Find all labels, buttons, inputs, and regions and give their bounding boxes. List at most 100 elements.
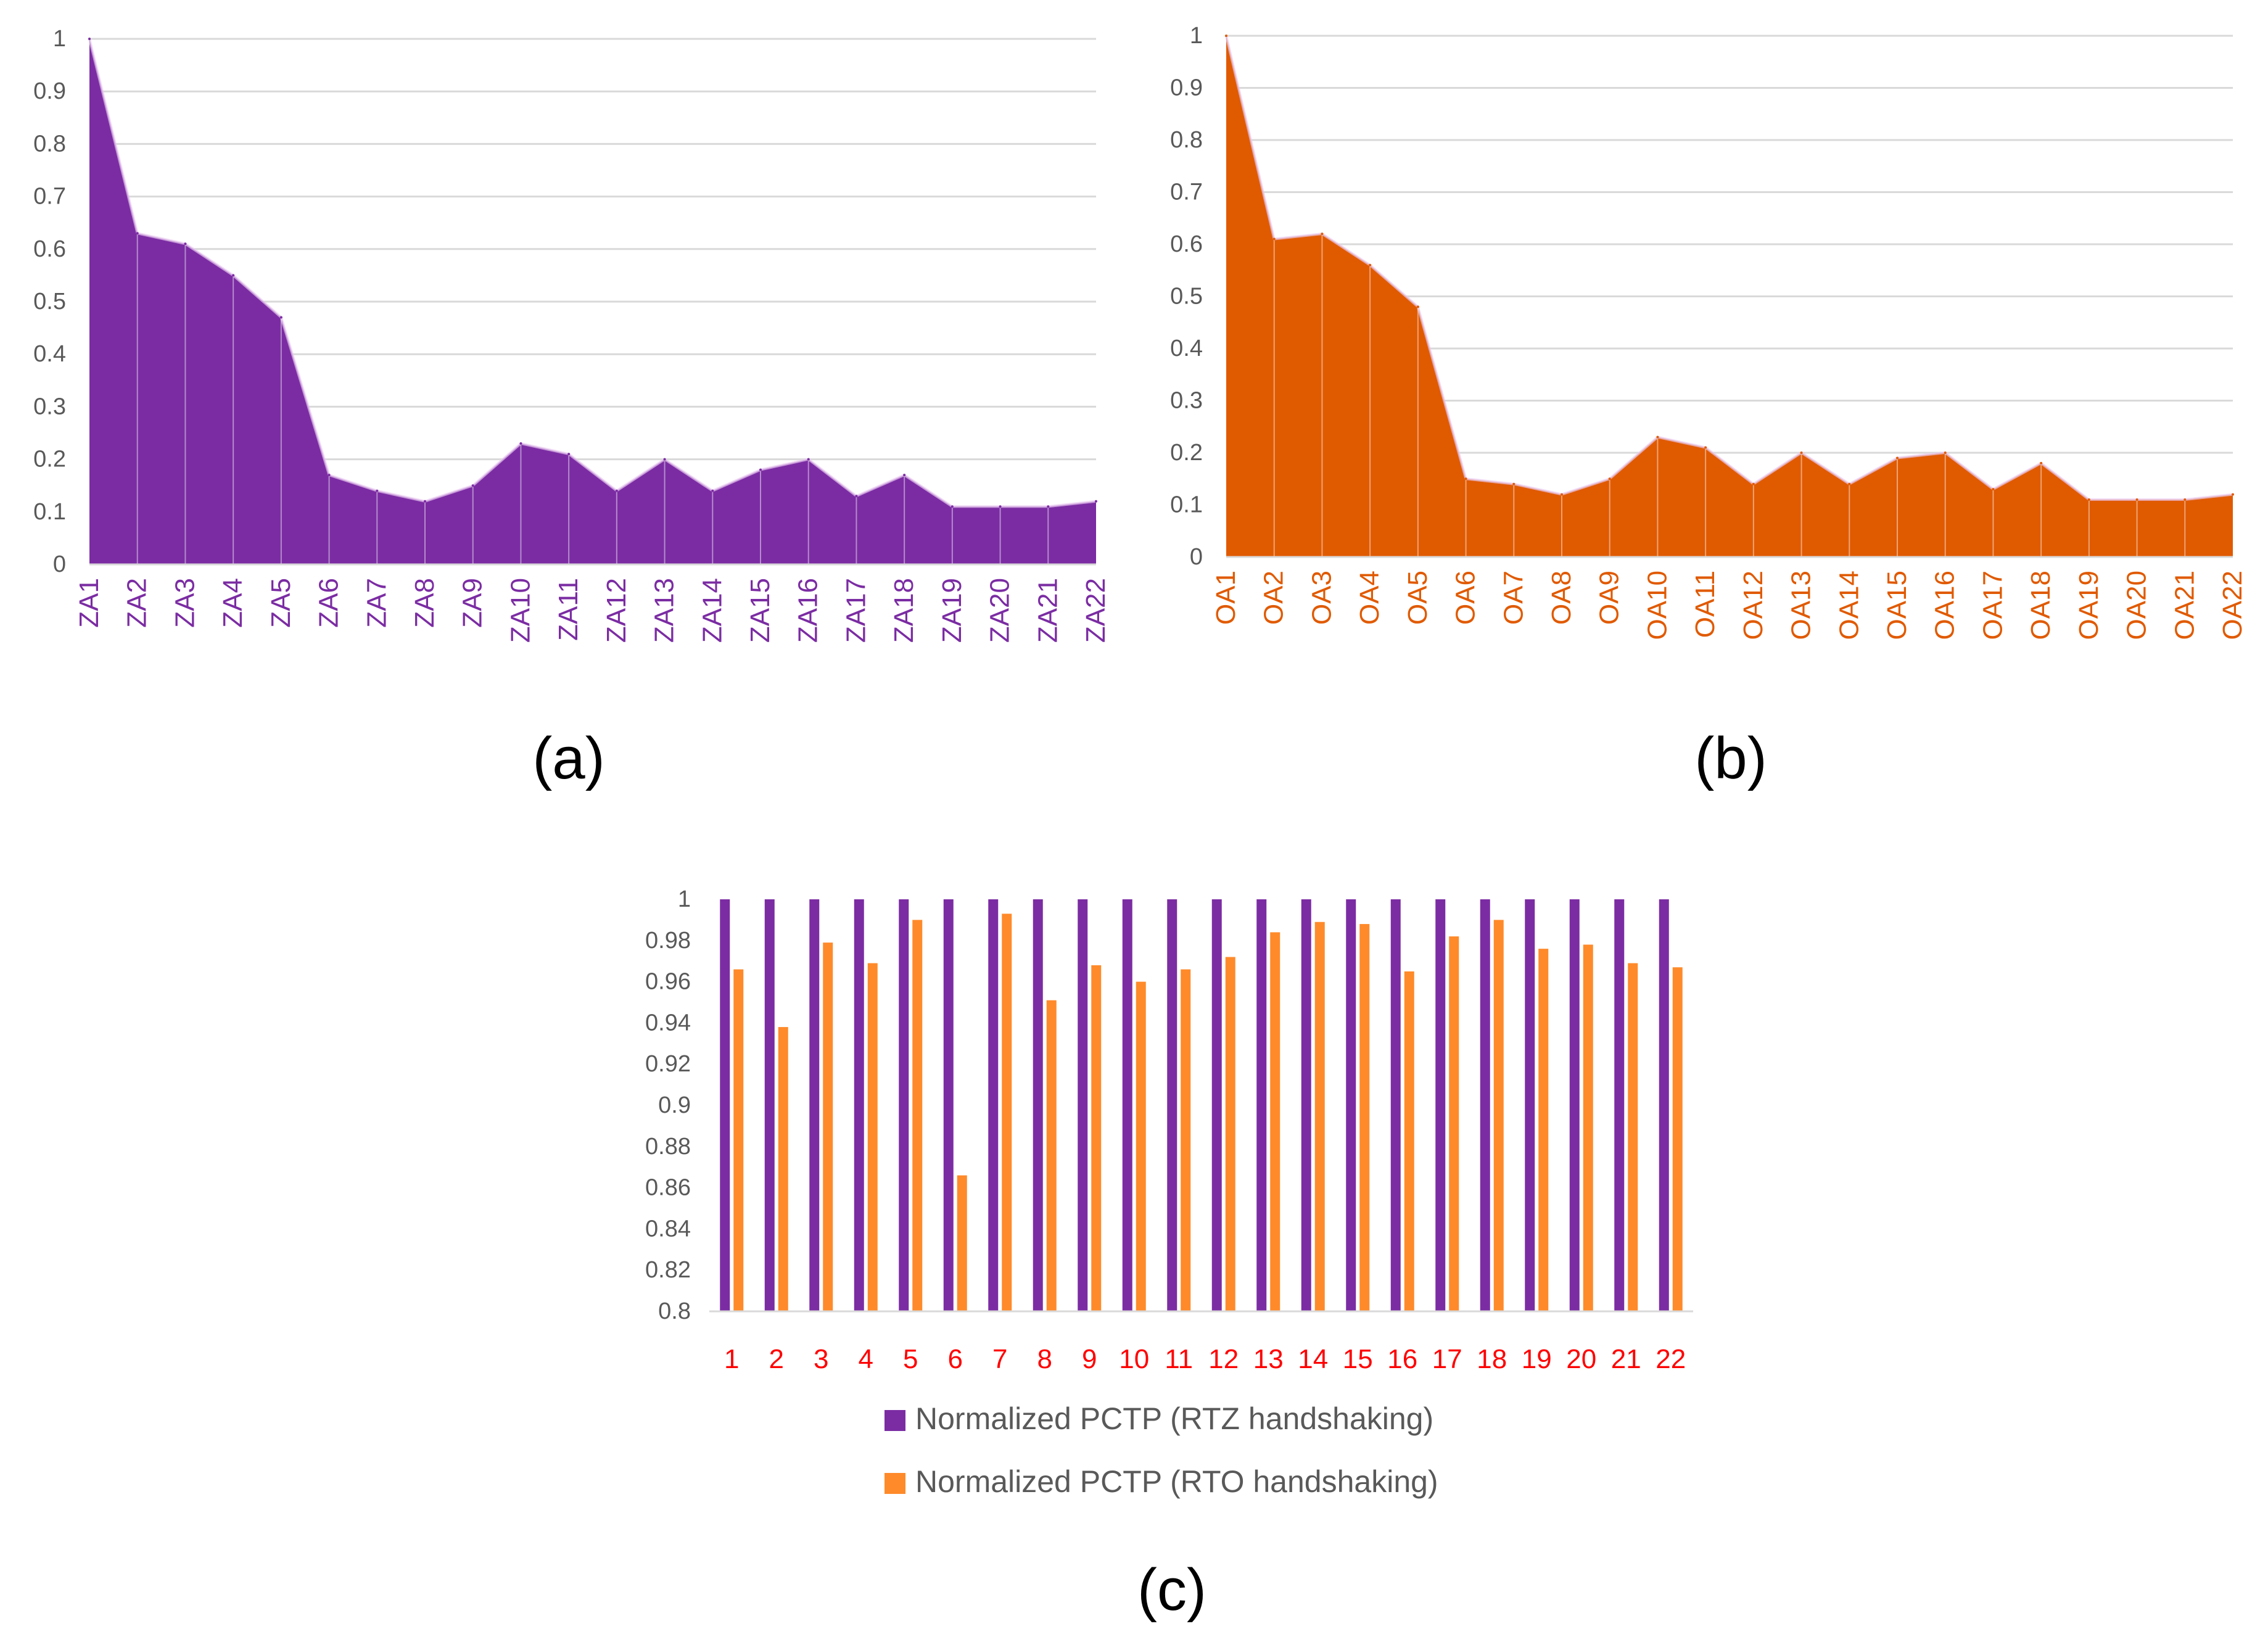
x-tick-label: ZA8 [410, 578, 440, 628]
y-tick-label: 0.9 [33, 78, 66, 104]
data-point [376, 489, 379, 492]
y-tick-label: 0.94 [645, 1010, 691, 1036]
bar-rto [1359, 924, 1370, 1311]
x-tick-label: 6 [948, 1344, 963, 1374]
data-point [424, 500, 426, 503]
bar-rto [912, 920, 923, 1311]
y-tick-label: 0.6 [1170, 231, 1203, 257]
x-tick-label: ZA1 [74, 578, 104, 628]
data-point [663, 458, 666, 461]
bar-rtz [1211, 899, 1222, 1311]
data-point [2183, 498, 2187, 501]
y-tick-label: 0.3 [33, 394, 66, 419]
bar-rtz [1167, 899, 1177, 1311]
data-point [711, 489, 714, 492]
y-tick-label: 0.4 [1170, 336, 1203, 361]
y-tick-label: 1 [678, 886, 691, 912]
y-tick-label: 0.9 [658, 1092, 691, 1118]
data-point [1608, 477, 1611, 480]
legend-label: Normalized PCTP (RTO handshaking) [915, 1464, 1438, 1499]
data-point [328, 474, 331, 477]
y-tick-label: 0.9 [1170, 75, 1203, 101]
x-tick-label: ZA20 [985, 578, 1015, 643]
bar-rtz [1390, 899, 1401, 1311]
area-series [89, 39, 1096, 564]
x-tick-label: 11 [1165, 1344, 1193, 1374]
x-tick-label: 7 [992, 1344, 1007, 1374]
bar-rto [1314, 922, 1325, 1311]
chart-a-zone-area: 0 0.1 0.2 0.3 0.4 0.5 0.6 0.7 0.8 0.9 1 ZA1 ZA2 ZA3 ZA… [33, 26, 1111, 643]
x-tick-label: OA3 [1306, 571, 1337, 625]
y-tick-label: 0.1 [1170, 492, 1203, 518]
data-point [2040, 461, 2043, 464]
bar-rto [1493, 920, 1504, 1311]
bar-rtz [943, 899, 954, 1311]
data-point [567, 453, 571, 456]
x-tick-label: 20 [1566, 1344, 1596, 1374]
x-tick-label: ZA3 [170, 578, 200, 628]
x-tick-label: 5 [903, 1344, 918, 1374]
data-point [1992, 488, 1995, 491]
y-tick-label: 0.1 [33, 499, 66, 525]
data-point [999, 505, 1002, 508]
x-tick-label: OA5 [1403, 571, 1433, 625]
x-tick-label: 18 [1477, 1344, 1507, 1374]
data-point [1272, 237, 1276, 241]
data-point [950, 505, 954, 508]
data-point [1800, 452, 1803, 454]
x-tick-label: ZA5 [266, 578, 296, 628]
y-tick-label: 0 [1190, 544, 1203, 570]
legend-swatch [885, 1410, 905, 1431]
data-point [1047, 505, 1050, 508]
y-tick-label: 0.8 [658, 1298, 691, 1324]
y-tick-label: 0.82 [645, 1257, 691, 1283]
y-tick-label: 0.4 [33, 341, 66, 367]
bar-rto [1628, 963, 1638, 1311]
y-tick-label: 0.5 [1170, 284, 1203, 310]
x-tick-label: OA17 [1977, 571, 2008, 640]
x-tick-label: 15 [1343, 1344, 1373, 1374]
x-tick-label: 13 [1253, 1344, 1284, 1374]
y-tick-label: 0.98 [645, 928, 691, 954]
x-tick-label: 1 [724, 1344, 739, 1374]
x-tick-label: 2 [769, 1344, 784, 1374]
bar-rtz [1569, 899, 1580, 1311]
data-point [471, 484, 474, 487]
x-tick-label: 9 [1082, 1344, 1097, 1374]
y-tick-label: 0.96 [645, 969, 691, 995]
x-tick-label: 4 [859, 1344, 873, 1374]
data-point [759, 468, 762, 471]
x-tick-label: ZA10 [505, 578, 535, 643]
y-tick-label: 0.3 [1170, 388, 1203, 414]
caption-b: (b) [1694, 725, 1767, 791]
x-tick-label: OA1 [1211, 571, 1241, 625]
bar-rtz [1435, 899, 1446, 1311]
y-tick-label: 0 [53, 551, 66, 577]
x-tick-label: OA11 [1690, 571, 1720, 638]
area-outline [88, 38, 1097, 508]
bar-rto [1583, 944, 1593, 1311]
x-tick-label: ZA15 [745, 578, 775, 643]
data-point [2087, 498, 2090, 501]
x-tick-label: ZA14 [697, 578, 727, 643]
data-point [1896, 456, 1899, 460]
y-tick-label: 0.2 [33, 447, 66, 472]
bar-rtz [1078, 899, 1088, 1311]
data-point [519, 442, 522, 445]
x-tick-label: ZA21 [1033, 578, 1063, 643]
y-tick-label: 0.6 [33, 236, 66, 262]
bar-rtz [854, 899, 864, 1311]
data-point [232, 274, 235, 277]
x-tick-label: ZA11 [553, 578, 583, 641]
x-tick-label: ZA13 [649, 578, 680, 643]
y-tick-label: 0.2 [1170, 440, 1203, 466]
bar-rto [1091, 965, 1102, 1311]
x-tick-label: ZA6 [314, 578, 344, 628]
bar-rto [1270, 932, 1280, 1311]
bar-rtz [1033, 899, 1043, 1311]
bar-rtz [1659, 899, 1669, 1311]
data-point [1561, 493, 1563, 496]
x-tick-label: OA4 [1355, 571, 1385, 625]
y-tick-label: 0.8 [33, 131, 66, 157]
x-tick-label: OA13 [1786, 571, 1816, 640]
